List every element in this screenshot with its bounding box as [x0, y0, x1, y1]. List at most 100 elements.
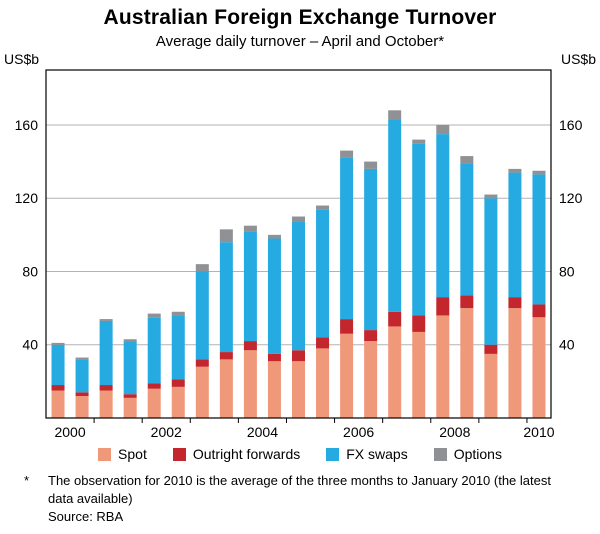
- bar-segment: [484, 353, 498, 418]
- bar-segment: [51, 344, 65, 386]
- bar-2002-apr: [147, 313, 161, 418]
- bar-segment: [195, 264, 209, 272]
- bar-2009-oct: [508, 168, 522, 418]
- bar-segment: [532, 317, 546, 418]
- bar-segment: [267, 234, 281, 239]
- bar-segment: [147, 317, 161, 384]
- bar-segment: [99, 390, 113, 418]
- bar-segment: [388, 119, 402, 312]
- bar-segment: [340, 157, 354, 320]
- x-tick-label: 2010: [523, 424, 554, 440]
- bar-segment: [436, 315, 450, 418]
- legend-swatch: [433, 447, 447, 461]
- bar-segment: [123, 397, 137, 418]
- y-tick-label-left: 80: [22, 263, 38, 279]
- bar-segment: [484, 198, 498, 345]
- bar-segment: [460, 308, 474, 418]
- legend-swatch: [326, 447, 340, 461]
- bar-segment: [364, 341, 378, 418]
- bar-segment: [267, 353, 281, 362]
- bar-segment: [195, 359, 209, 367]
- bar-segment: [51, 385, 65, 391]
- bar-2003-oct: [219, 229, 233, 418]
- bar-segment: [316, 209, 330, 338]
- bar-segment: [340, 319, 354, 334]
- bar-segment: [292, 216, 305, 223]
- legend-item-fx-swaps: FX swaps: [326, 446, 408, 462]
- bar-segment: [75, 359, 89, 393]
- footnote: * The observation for 2010 is the averag…: [24, 472, 564, 507]
- bar-segment: [532, 304, 546, 318]
- bar-segment: [412, 331, 426, 418]
- bar-segment: [388, 326, 402, 418]
- y-tick-label-left: 160: [15, 117, 39, 133]
- bar-segment: [412, 143, 426, 316]
- bar-2001-apr: [99, 319, 113, 418]
- bar-segment: [508, 168, 522, 173]
- legend-item-options: Options: [433, 446, 502, 462]
- bar-segment: [243, 231, 257, 342]
- y-tick-label-right: 80: [559, 263, 575, 279]
- x-tick-label: 2000: [54, 424, 85, 440]
- x-tick-label: 2004: [247, 424, 278, 440]
- footnote-marker: *: [24, 473, 30, 488]
- bar-segment: [436, 297, 450, 316]
- bar-segment: [75, 396, 89, 418]
- bar-segment: [123, 394, 137, 398]
- chart-title: Australian Foreign Exchange Turnover: [103, 6, 497, 29]
- bar-segment: [436, 124, 450, 135]
- bar-segment: [147, 388, 161, 418]
- bar-segment: [195, 271, 209, 360]
- bar-2007-apr: [388, 110, 402, 418]
- bar-2010: [532, 170, 546, 418]
- bar-segment: [364, 330, 378, 342]
- bar-segment: [460, 156, 474, 164]
- bar-segment: [267, 238, 281, 354]
- bar-segment: [508, 308, 522, 418]
- plot-border: [45, 69, 552, 419]
- bar-segment: [412, 139, 426, 144]
- legend-item-outright-forwards: Outright forwards: [172, 446, 301, 462]
- bar-segment: [340, 150, 354, 158]
- bar-segment: [147, 313, 161, 318]
- bar-segment: [532, 174, 546, 305]
- bar-segment: [219, 229, 233, 243]
- bar-2007-oct: [412, 139, 426, 418]
- bar-segment: [340, 333, 354, 418]
- bar-segment: [75, 392, 89, 397]
- bar-segment: [219, 242, 233, 353]
- bar-2005-oct: [316, 205, 330, 418]
- bar-segment: [292, 350, 305, 362]
- bar-segment: [75, 357, 89, 360]
- bar-2000-oct: [75, 357, 89, 418]
- bar-2008-apr: [436, 124, 450, 418]
- source-note: Source: RBA: [48, 509, 124, 525]
- bar-segment: [484, 194, 498, 199]
- legend-label: Outright forwards: [192, 446, 301, 462]
- bar-segment: [219, 352, 233, 360]
- x-tick-label: 2002: [151, 424, 182, 440]
- bar-2006-oct: [364, 161, 378, 418]
- x-tick-label: 2006: [343, 424, 374, 440]
- bar-segment: [364, 168, 378, 331]
- bar-segment: [484, 344, 498, 354]
- bar-segment: [123, 339, 137, 342]
- bar-2009-apr: [484, 194, 498, 418]
- y-axis-unit-right: US$b: [561, 52, 596, 67]
- bar-2008-oct: [460, 156, 474, 418]
- chart-area: 40 40 80 80 120 120 160 160 US$b US$b 2000 2002 2004…: [0, 52, 600, 444]
- bar-segment: [508, 297, 522, 309]
- bar-2002-oct: [171, 311, 185, 418]
- bar-segment: [99, 320, 113, 386]
- bar-2005-apr: [292, 216, 305, 418]
- bar-2004-apr: [243, 225, 257, 418]
- bar-segment: [171, 311, 185, 316]
- bar-segment: [364, 161, 378, 169]
- bar-segment: [243, 225, 257, 232]
- legend-label: Options: [453, 446, 502, 462]
- bar-segment: [292, 361, 305, 418]
- x-tick-label: 2008: [439, 424, 470, 440]
- y-tick-label-left: 120: [15, 190, 39, 206]
- bar-segment: [171, 379, 185, 387]
- bar-segment: [171, 315, 185, 380]
